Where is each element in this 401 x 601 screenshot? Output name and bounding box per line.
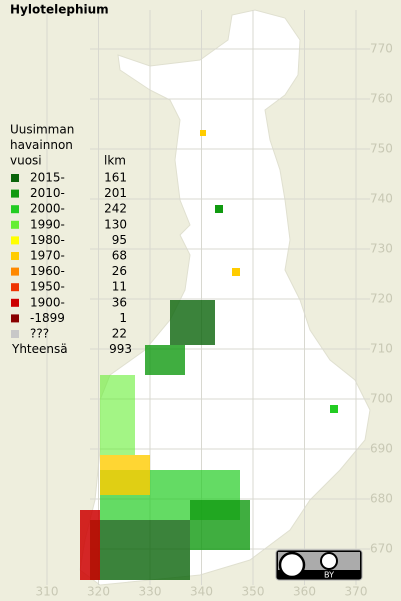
legend-swatch — [11, 314, 19, 323]
legend-total-label: Yhteensä — [11, 342, 68, 356]
observation-cluster — [170, 300, 215, 345]
y-grid-label: 730 — [370, 242, 393, 256]
legend-count: 201 — [104, 186, 127, 200]
legend-swatch — [11, 205, 19, 214]
observation-square — [215, 205, 223, 213]
observation-cluster — [100, 375, 135, 455]
legend-count: 26 — [112, 264, 127, 278]
legend-count: 11 — [112, 280, 127, 294]
legend-heading: havainnon — [10, 138, 73, 152]
map-title: Hylotelephium — [10, 3, 109, 17]
legend-label: 2000- — [30, 202, 65, 216]
y-grid-label: 710 — [370, 342, 393, 356]
x-grid-label: 350 — [242, 585, 265, 599]
observation-square — [232, 268, 240, 276]
x-grid-label: 310 — [36, 585, 59, 599]
observation-squares — [80, 130, 338, 580]
observation-square — [330, 405, 338, 413]
legend-total: 993 — [109, 342, 132, 356]
x-grid-label: 360 — [293, 585, 316, 599]
legend-label: 1950- — [30, 280, 65, 294]
legend-label: ??? — [30, 327, 49, 341]
legend-label: 1900- — [30, 295, 65, 309]
legend-heading: vuosi — [10, 154, 42, 168]
legend-count: 242 — [104, 202, 127, 216]
legend-heading: Uusimman — [10, 123, 74, 137]
finland-outline — [79, 9, 371, 586]
legend-swatch — [11, 267, 19, 276]
y-grid-label: 720 — [370, 292, 393, 306]
legend-count: 22 — [112, 327, 127, 341]
legend-count: 161 — [104, 171, 127, 185]
y-grid-label: 760 — [370, 92, 393, 106]
legend-swatch — [11, 283, 19, 292]
legend-count: 1 — [119, 311, 127, 325]
legend-swatch — [11, 174, 19, 182]
legend-count: 130 — [104, 217, 127, 231]
y-grid-label: 680 — [370, 492, 393, 506]
observation-cluster — [145, 345, 185, 375]
legend-label: 2015- — [30, 171, 65, 185]
observation-cluster — [100, 455, 150, 495]
legend-label: -1899 — [30, 311, 65, 325]
license-badge: BY — [275, 549, 363, 581]
cc-icon — [278, 551, 306, 579]
legend-swatch — [11, 330, 19, 338]
x-grid-label: 320 — [87, 585, 110, 599]
legend-count: 36 — [112, 295, 127, 309]
legend-count-heading: lkm — [104, 154, 126, 168]
license-label: BY — [324, 571, 334, 580]
x-grid-label: 370 — [345, 585, 368, 599]
by-icon — [320, 552, 338, 570]
legend-count: 68 — [112, 249, 127, 263]
legend-label: 1980- — [30, 233, 65, 247]
observation-cluster — [190, 500, 250, 550]
y-grid-label: 750 — [370, 142, 393, 156]
legend-swatch — [11, 252, 19, 260]
legend-count: 95 — [112, 233, 127, 247]
y-grid-label: 690 — [370, 442, 393, 456]
observation-cluster — [90, 520, 190, 580]
y-grid-label: 700 — [370, 392, 393, 406]
legend-label: 1990- — [30, 217, 65, 231]
y-grid-label: 770 — [370, 42, 393, 56]
legend-label: 2010- — [30, 186, 65, 200]
legend-label: 1970- — [30, 249, 65, 263]
observation-cluster — [80, 510, 100, 580]
legend-swatch — [11, 220, 19, 229]
legend-swatch — [11, 298, 19, 307]
legend-swatch — [11, 189, 19, 198]
y-grid-label: 670 — [370, 542, 393, 556]
observation-square — [200, 130, 206, 136]
legend-swatch — [11, 236, 19, 245]
x-grid-label: 330 — [139, 585, 162, 599]
y-grid-label: 740 — [370, 192, 393, 206]
x-grid-label: 340 — [190, 585, 213, 599]
legend-label: 1960- — [30, 264, 65, 278]
